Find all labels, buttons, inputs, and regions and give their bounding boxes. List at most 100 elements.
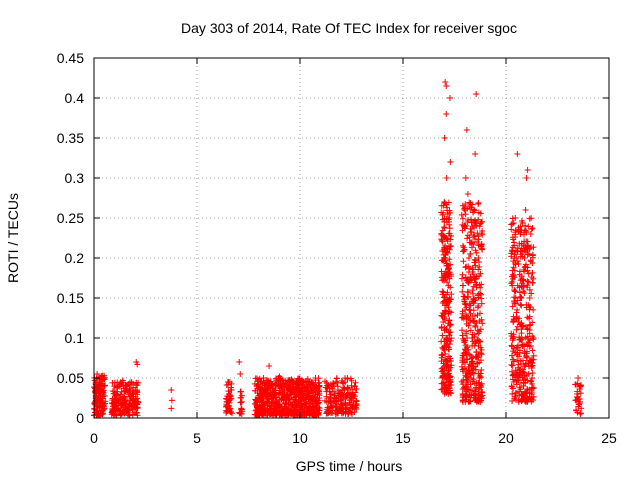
data-point <box>312 375 319 382</box>
data-point <box>300 394 307 401</box>
data-point <box>441 224 448 231</box>
data-point <box>446 377 453 384</box>
data-point <box>261 402 268 409</box>
data-point <box>445 199 452 206</box>
data-point <box>447 284 454 291</box>
data-point <box>351 409 358 416</box>
data-point <box>446 341 453 348</box>
data-point <box>447 329 454 336</box>
data-point <box>441 215 448 222</box>
data-point <box>340 410 347 417</box>
data-point <box>439 238 446 245</box>
data-point <box>332 403 339 410</box>
data-point <box>444 361 451 368</box>
data-point <box>268 381 275 388</box>
data-point <box>337 397 344 404</box>
data-point <box>237 388 244 395</box>
data-point <box>447 321 454 328</box>
data-point <box>344 410 351 417</box>
data-point <box>446 317 453 324</box>
data-point <box>297 406 304 413</box>
data-point <box>273 399 280 406</box>
data-point <box>345 409 352 416</box>
data-point <box>134 398 141 405</box>
data-point <box>289 377 296 384</box>
data-point <box>255 392 262 399</box>
data-point <box>267 411 274 418</box>
data-point <box>309 400 316 407</box>
data-point <box>444 300 451 307</box>
data-point <box>306 378 313 385</box>
data-point <box>448 390 455 397</box>
data-point <box>438 237 445 244</box>
data-point <box>259 410 266 417</box>
data-point <box>474 230 481 237</box>
data-point <box>440 298 447 305</box>
data-point <box>101 376 108 383</box>
data-point <box>260 375 267 382</box>
data-point <box>464 232 471 239</box>
data-point <box>289 388 296 395</box>
data-point <box>444 245 451 252</box>
data-point <box>441 384 448 391</box>
data-point <box>322 378 329 385</box>
data-point <box>441 224 448 231</box>
data-point <box>327 394 334 401</box>
data-point <box>283 401 290 408</box>
data-point <box>439 277 446 284</box>
data-point <box>342 406 349 413</box>
data-point <box>327 388 334 395</box>
data-point <box>447 236 454 243</box>
data-point <box>236 409 243 416</box>
data-point <box>349 386 356 393</box>
data-point <box>471 318 478 325</box>
data-point <box>291 405 298 412</box>
data-point <box>446 346 453 353</box>
data-point <box>109 408 116 415</box>
data-point <box>443 336 450 343</box>
data-point <box>446 256 453 263</box>
data-point <box>441 200 448 207</box>
data-point <box>302 378 309 385</box>
data-point <box>338 402 345 409</box>
data-point <box>467 310 474 317</box>
data-point <box>438 323 445 330</box>
data-point <box>446 225 453 232</box>
data-point <box>478 300 485 307</box>
data-point <box>343 392 350 399</box>
data-point <box>448 291 455 298</box>
data-point <box>301 401 308 408</box>
data-point <box>281 389 288 396</box>
data-point <box>326 408 333 415</box>
data-point <box>265 396 272 403</box>
data-point <box>443 358 450 365</box>
data-point <box>260 412 267 419</box>
data-point <box>110 399 117 406</box>
data-point <box>293 412 300 419</box>
data-point <box>121 393 128 400</box>
data-point <box>444 279 451 286</box>
data-point <box>440 345 447 352</box>
data-point <box>465 217 472 224</box>
data-point <box>447 232 454 239</box>
data-point <box>273 410 280 417</box>
data-point <box>226 399 233 406</box>
data-point <box>279 407 286 414</box>
data-point <box>133 381 140 388</box>
data-point <box>460 258 467 265</box>
data-point <box>238 398 245 405</box>
data-point <box>467 327 474 334</box>
data-point <box>301 388 308 395</box>
data-point <box>126 412 133 419</box>
data-point <box>332 378 339 385</box>
data-point <box>134 412 141 419</box>
data-point <box>352 379 359 386</box>
data-point <box>263 380 270 387</box>
data-point <box>264 377 271 384</box>
data-point <box>336 390 343 397</box>
data-point <box>315 404 322 411</box>
data-point <box>262 381 269 388</box>
data-point <box>288 387 295 394</box>
data-point <box>253 404 260 411</box>
data-point <box>112 411 119 418</box>
